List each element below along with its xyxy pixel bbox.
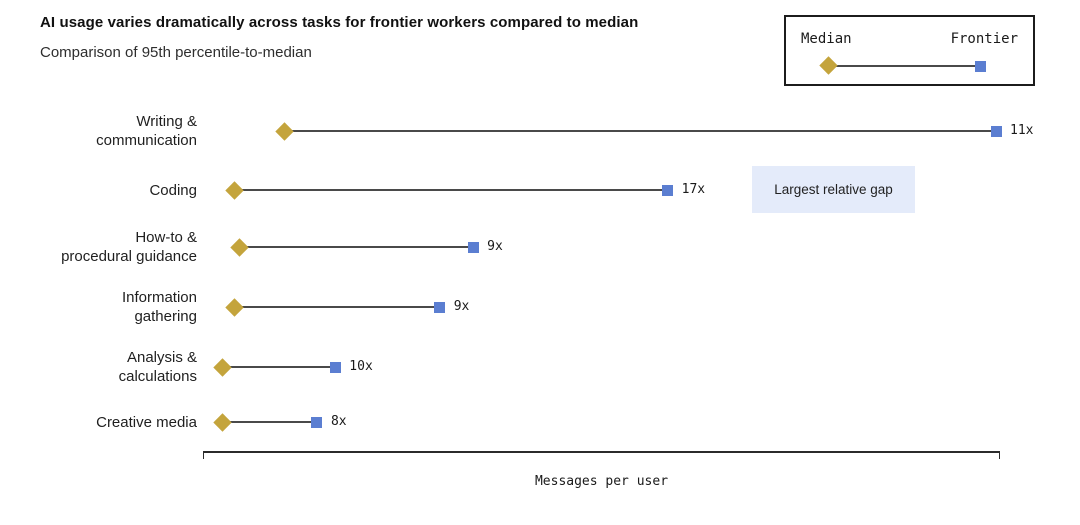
median-diamond-icon (275, 121, 294, 141)
category-label: Creative media (96, 413, 197, 431)
category-label: Writing & communication (96, 113, 197, 149)
median-diamond-icon (212, 412, 232, 432)
median-diamond-icon (225, 297, 245, 317)
multiplier-label: 9x (487, 239, 503, 254)
dumbbell-connector (234, 306, 440, 308)
dumbbell-connector (284, 130, 996, 132)
legend: Median Frontier (784, 15, 1035, 86)
median-diamond-icon (230, 237, 249, 257)
legend-median-label: Median (801, 31, 852, 47)
category-label: Information gathering (121, 289, 197, 325)
legend-connector-line (828, 65, 981, 67)
x-axis-label: Messages per user (534, 474, 669, 489)
median-diamond-icon (819, 56, 838, 75)
frontier-square-icon (990, 125, 1002, 137)
multiplier-label: 11x (1010, 123, 1034, 138)
multiplier-label: 10x (349, 359, 373, 374)
annotation-callout: Largest relative gap (752, 166, 915, 213)
x-axis-bracket (203, 451, 1000, 459)
dumbbell-connector (222, 421, 317, 423)
median-diamond-icon (225, 180, 245, 200)
category-label: How-to & procedural guidance (61, 229, 197, 265)
frontier-square-icon (467, 241, 479, 253)
median-diamond-icon (213, 357, 233, 377)
legend-frontier-label: Frontier (950, 31, 1018, 47)
category-label: Coding (149, 181, 197, 199)
frontier-square-icon (329, 361, 341, 373)
chart-subtitle: Comparison of 95th percentile-to-median (40, 44, 312, 61)
frontier-square-icon (434, 301, 446, 313)
frontier-square-icon (662, 184, 674, 196)
multiplier-label: 9x (453, 299, 470, 314)
multiplier-label: 8x (330, 414, 347, 429)
multiplier-label: 17x (681, 182, 706, 197)
category-label: Analysis & calculations (118, 349, 197, 385)
dumbbell-connector (222, 366, 336, 368)
dumbbell-connector (234, 189, 668, 191)
dumbbell-connector (239, 246, 474, 248)
frontier-square-icon (311, 416, 323, 428)
frontier-square-icon (975, 60, 986, 72)
chart-title: AI usage varies dramatically across task… (40, 14, 639, 31)
